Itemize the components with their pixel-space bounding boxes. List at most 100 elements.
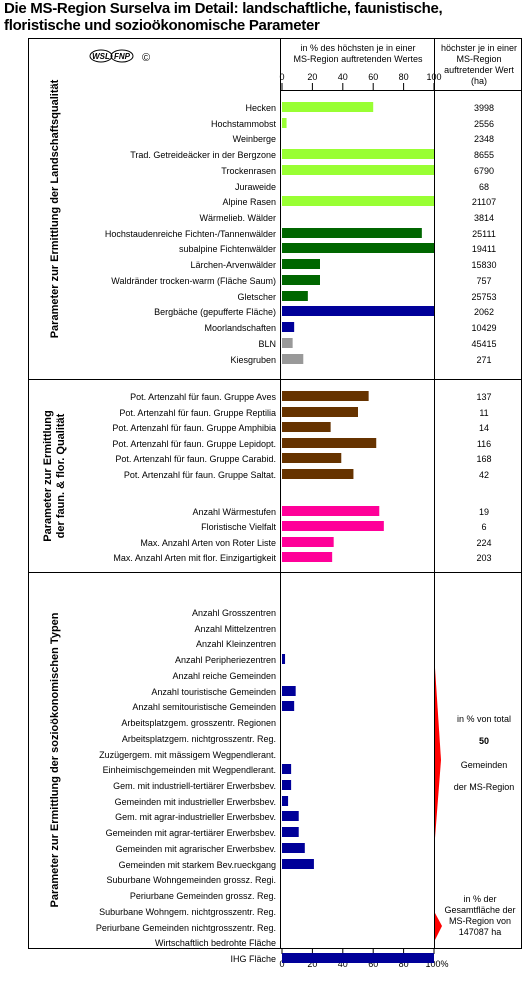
row-label: Periurbane Gemeinden grossz. Reg.: [130, 891, 276, 901]
bottom-tick-label: 100%: [425, 959, 448, 969]
gem-region: der MS-Region: [454, 782, 515, 792]
page-title: Die MS-Region Surselva im Detail: landsc…: [4, 0, 443, 34]
bar: [282, 537, 334, 547]
row-label: Waldränder trocken-warm (Fläche Saum): [111, 276, 276, 286]
bottom-tick-label: 60: [368, 959, 378, 969]
row-label: Floristische Vielfalt: [201, 522, 276, 532]
bar: [282, 469, 354, 479]
row-label: subalpine Fichtenwälder: [179, 244, 276, 254]
row-label: Gemeinden mit industrieller Erwerbsbev.: [115, 797, 276, 807]
bottom-tick-label: 20: [307, 959, 317, 969]
bar: [282, 701, 295, 711]
section-label-socioeconomic: Parameter zur Ermittlung der sozioökonom…: [49, 612, 61, 907]
logo-fnp: FNP: [114, 52, 131, 61]
gem-pct-label: in % von total: [457, 714, 511, 724]
max-value: 757: [476, 276, 491, 286]
max-value: 2556: [474, 119, 494, 129]
max-value: 6790: [474, 166, 494, 176]
row-label: Pot. Artenzahl für faun. Gruppe Aves: [130, 392, 276, 402]
row-label: Juraweide: [235, 182, 276, 192]
header-max-label: höchster je in einer MS-Region auftretende…: [441, 43, 517, 86]
bar: [282, 165, 434, 175]
bar: [282, 438, 377, 448]
bar: [282, 275, 320, 285]
row-label: Wärmelieb. Wälder: [199, 213, 276, 223]
bar: [282, 827, 299, 837]
row-label: Pot. Artenzahl für faun. Gruppe Lepidopt…: [112, 439, 276, 449]
row-label: Bergbäche (gepufferte Fläche): [154, 307, 276, 317]
header-percent-label: in % des höchsten je in einer MS-Region a…: [294, 43, 423, 64]
row-label: Weinberge: [233, 134, 276, 144]
max-value: 11: [479, 408, 488, 418]
bar: [282, 259, 320, 269]
bottom-tick-label: 40: [338, 959, 348, 969]
row-label: Trad. Getreideäcker in der Bergzone: [130, 150, 276, 160]
row-label: Zuzügergem. mit mässigem Wegpendlerant.: [99, 750, 276, 760]
max-value: 25753: [471, 292, 496, 302]
row-label: Pot. Artenzahl für faun. Gruppe Reptilia: [119, 408, 276, 418]
row-label: BLN: [258, 339, 276, 349]
row-label: Anzahl Mittelzentren: [194, 624, 276, 634]
row-label: Einheimischgemeinden mit Wegpendlerant.: [103, 765, 276, 775]
row-label: Gem. mit industriell-tertiärer Erwerbsbe…: [113, 781, 276, 791]
row-label: Anzahl semitouristische Gemeinden: [132, 702, 276, 712]
row-label: Periurbane Gemeinden nichtgrosszentr. Re…: [96, 923, 276, 933]
bar: [282, 407, 358, 417]
top-tick-label: 40: [338, 72, 348, 82]
bar: [282, 453, 342, 463]
top-tick-label: 100: [426, 72, 441, 82]
axes: 0 0 20 20 40 40 60 60 80 80 100 100%: [279, 72, 448, 969]
row-label: Moorlandschaften: [204, 323, 276, 333]
logo-copyright: ©: [142, 52, 150, 64]
bar: [282, 764, 292, 774]
row-label: Pot. Artenzahl für faun. Gruppe Saltat.: [124, 470, 276, 480]
row-label: Anzahl Peripheriezentren: [175, 655, 276, 665]
section-label-fauna-flora-line1: Parameter zur Ermittlung: [42, 410, 54, 541]
row-label: Hochstammobst: [211, 119, 277, 129]
max-value: 3998: [474, 103, 494, 113]
max-value: 6: [481, 522, 486, 532]
top-tick-label: 60: [368, 72, 378, 82]
bars: Hecken 3998 Hochstammobst 2556 Weinberge 2348…: [96, 102, 497, 964]
bar: [282, 422, 331, 432]
row-label: Anzahl touristische Gemeinden: [151, 687, 276, 697]
max-value: 19411: [472, 244, 496, 254]
row-label: Hochstaudenreiche Fichten-/Tannenwälder: [105, 229, 276, 239]
max-value: 19: [479, 507, 489, 517]
bar: [282, 149, 434, 159]
row-label: Gemeinden mit starkem Bev.rueckgang: [119, 860, 276, 870]
bar: [282, 859, 314, 869]
bar: [282, 654, 286, 664]
row-label: Arbeitsplatzgem. nichtgrosszentr. Reg.: [122, 734, 276, 744]
bottom-tick-label: 0: [279, 959, 284, 969]
bar: [282, 780, 292, 790]
row-label: IHG Fläche: [230, 954, 276, 964]
section-frame-socioeconomic: [28, 572, 522, 949]
bar: [282, 102, 374, 112]
bar: [282, 354, 304, 364]
max-value: 68: [479, 182, 489, 192]
bar: [282, 322, 295, 332]
row-label: Anzahl Wärmestufen: [192, 507, 276, 517]
bar: [282, 843, 305, 853]
top-tick-label: 20: [307, 72, 317, 82]
area-label: in % der Gesamtfläche der MS-Region von 147…: [444, 894, 515, 937]
bar: [282, 338, 293, 348]
bar: [282, 228, 422, 238]
bar: [282, 953, 434, 963]
row-label: Pot. Artenzahl für faun. Gruppe Amphibia: [112, 423, 276, 433]
max-value: 168: [476, 454, 491, 464]
bar: [282, 521, 384, 531]
gem-total: 50: [479, 736, 489, 746]
row-label: Hecken: [245, 103, 276, 113]
bar: [282, 118, 287, 128]
row-label: Max. Anzahl Arten von Roter Liste: [140, 538, 276, 548]
wsl-fnp-logo: WSL FNP ©: [89, 49, 150, 64]
max-value: 3814: [474, 213, 494, 223]
bar: [282, 686, 296, 696]
max-value: 8655: [474, 150, 494, 160]
max-value: 2062: [474, 307, 494, 317]
row-label: Trockenrasen: [221, 166, 276, 176]
bar: [282, 243, 434, 253]
